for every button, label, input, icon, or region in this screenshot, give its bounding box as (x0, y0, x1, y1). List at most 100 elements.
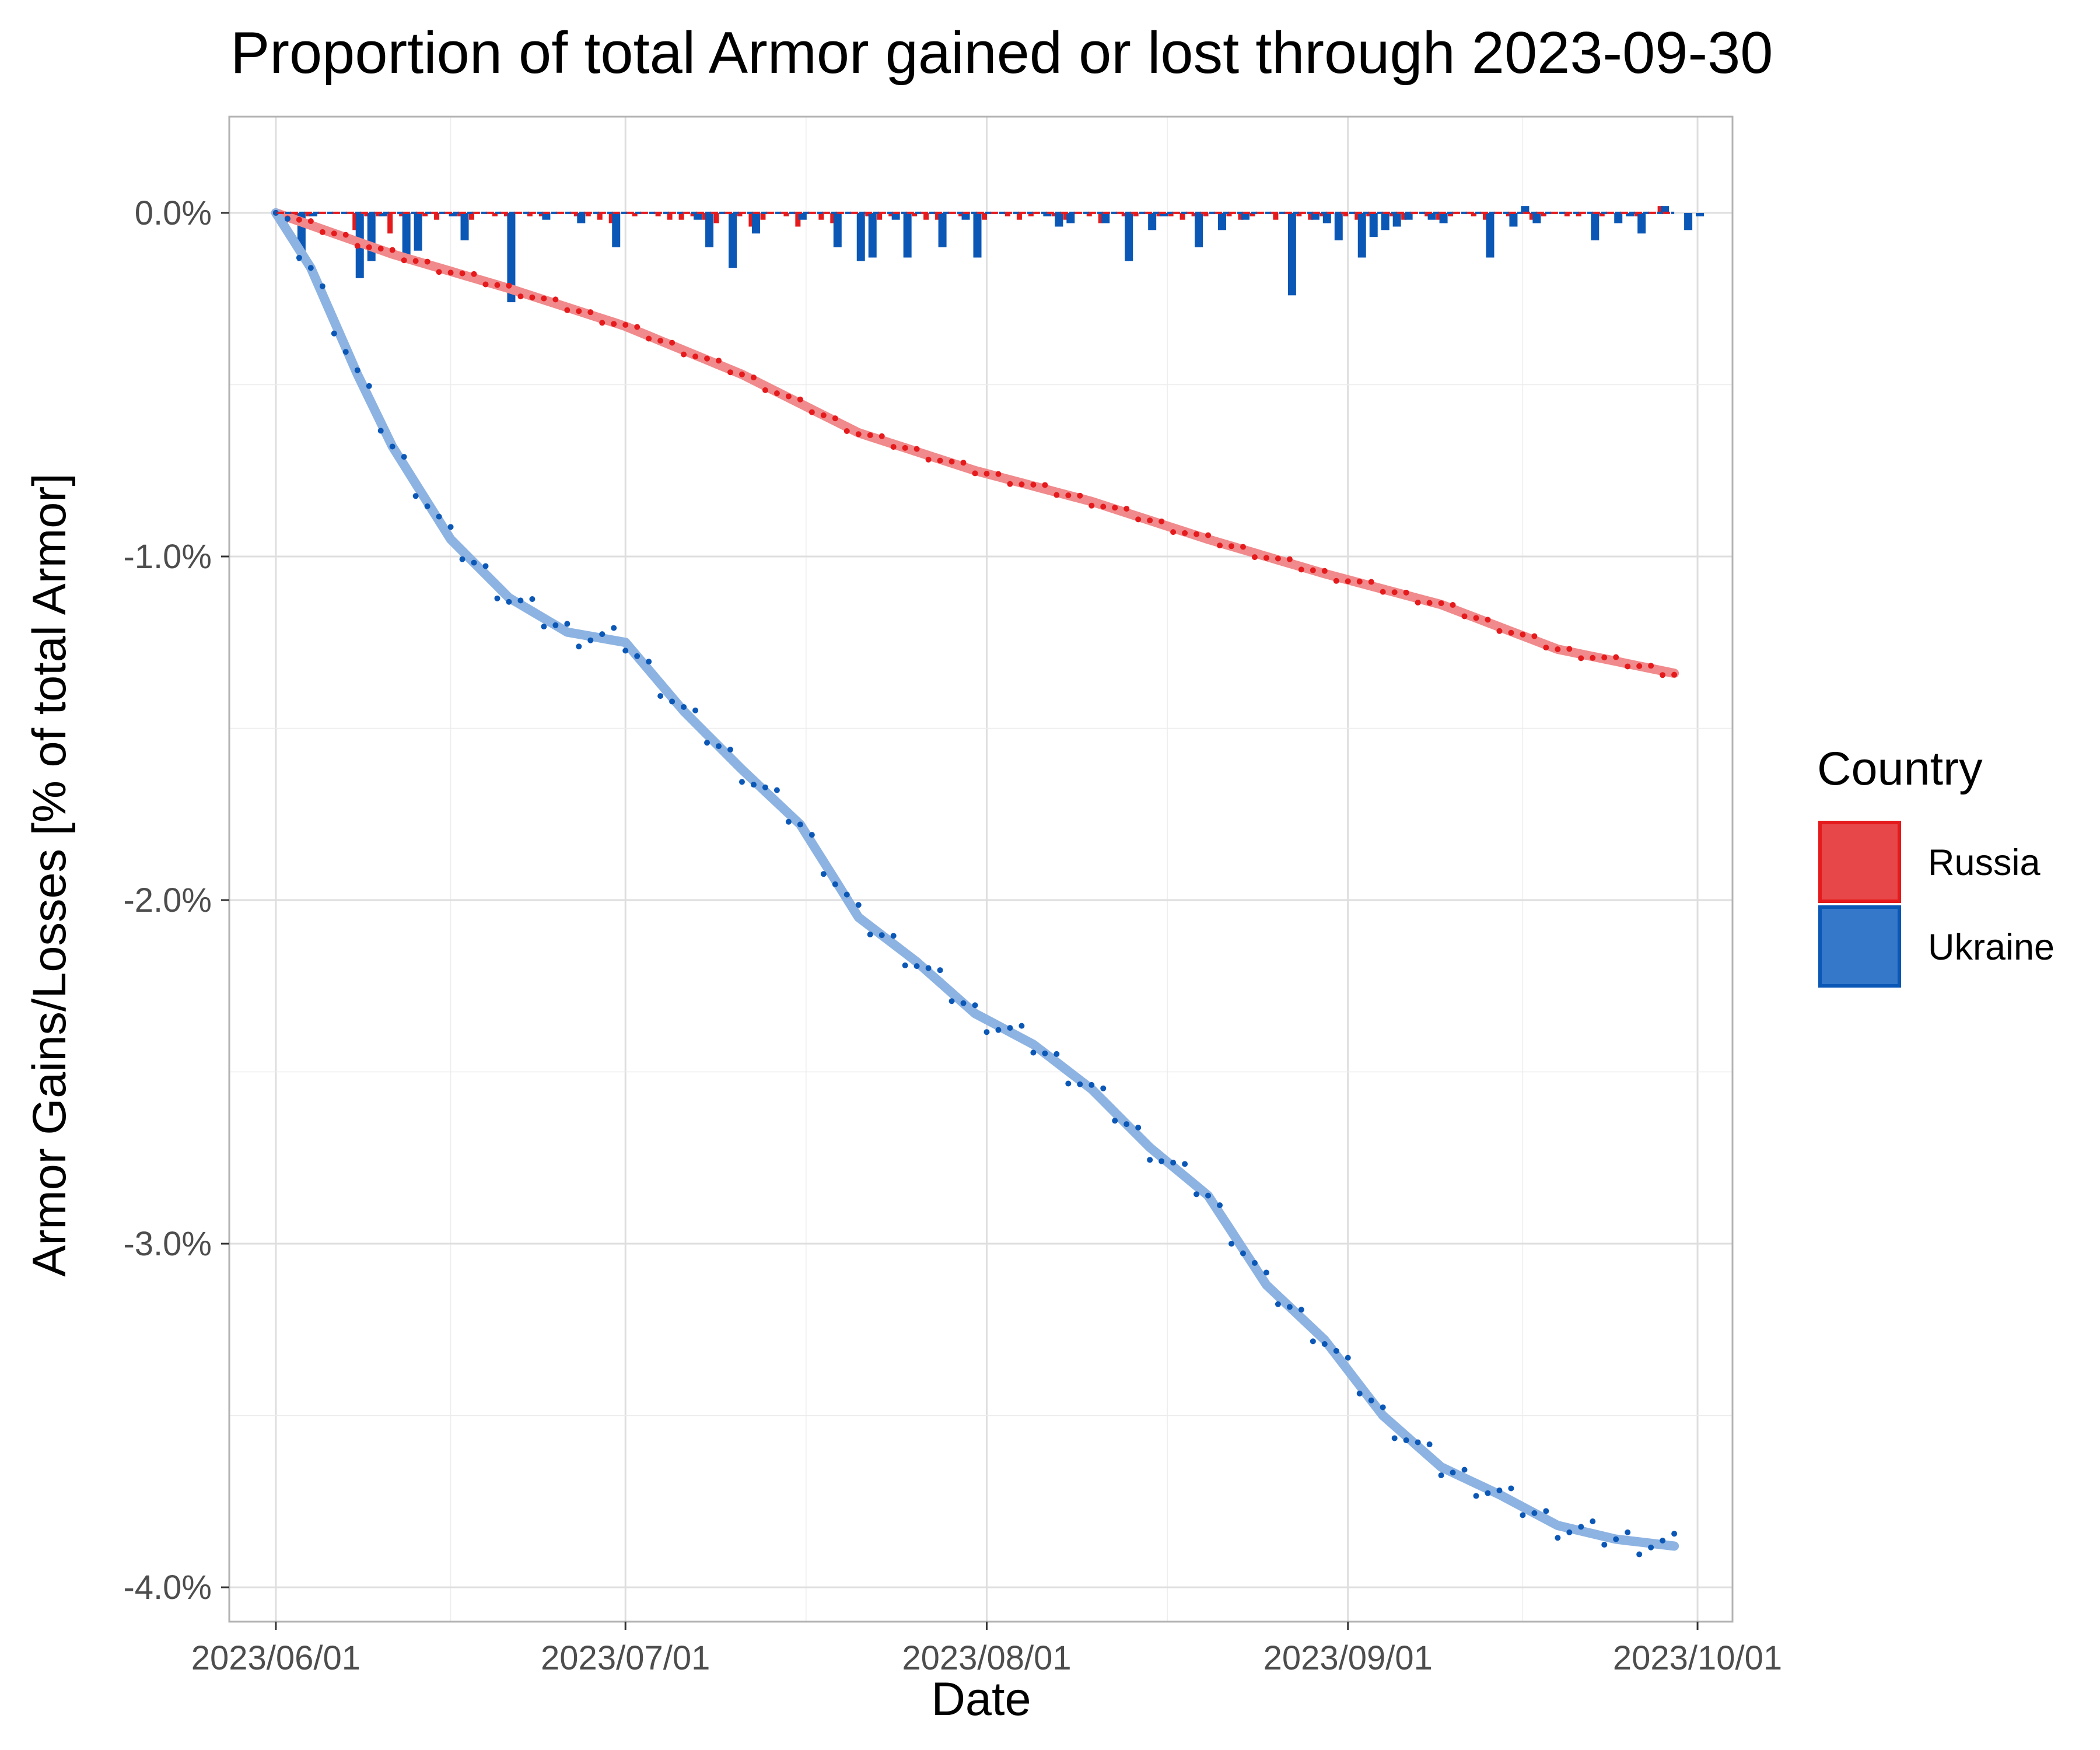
bar-ukraine-day-12 (414, 212, 422, 251)
dot-russia-day-56 (925, 456, 932, 463)
bar-russia-day-53 (888, 212, 894, 216)
bar-russia-day-99 (1424, 212, 1430, 216)
dot-ukraine-day-61 (984, 1029, 990, 1035)
dot-russia-day-4 (319, 229, 326, 235)
bar-russia-day-89 (1308, 212, 1314, 220)
dot-ukraine-day-29 (611, 625, 617, 631)
dot-russia-day-5 (331, 230, 337, 237)
dot-russia-day-46 (808, 409, 815, 415)
dot-russia-day-53 (890, 444, 897, 450)
dot-ukraine-day-73 (1124, 1121, 1130, 1128)
bar-russia-day-22 (527, 212, 533, 216)
bar-russia-day-9 (376, 212, 382, 216)
dot-ukraine-day-117 (1636, 1551, 1643, 1558)
bar-ukraine-day-68 (1066, 212, 1075, 223)
dot-russia-day-63 (1007, 481, 1013, 487)
dot-russia-day-12 (412, 258, 419, 264)
dot-russia-day-114 (1601, 654, 1608, 661)
dot-ukraine-day-99 (1426, 1441, 1433, 1448)
dot-ukraine-day-119 (1660, 1537, 1666, 1544)
dot-ukraine-day-39 (727, 747, 733, 753)
dot-ukraine-day-3 (307, 265, 314, 271)
dot-russia-day-110 (1555, 646, 1561, 653)
dot-ukraine-day-113 (1590, 1518, 1596, 1524)
dot-russia-day-98 (1415, 599, 1421, 606)
dot-ukraine-day-102 (1461, 1466, 1468, 1473)
dot-ukraine-day-17 (471, 559, 477, 566)
dot-ukraine-day-75 (1147, 1157, 1153, 1163)
dot-russia-day-23 (541, 295, 547, 302)
bar-russia-day-29 (608, 212, 614, 223)
dot-russia-day-11 (401, 257, 407, 264)
dot-russia-day-89 (1310, 567, 1316, 573)
bar-ukraine-day-97 (1404, 212, 1413, 220)
bar-russia-day-47 (818, 212, 824, 220)
bar-ukraine-day-95 (1381, 212, 1390, 230)
bar-ukraine-day-23 (542, 212, 551, 220)
dot-ukraine-day-110 (1555, 1535, 1561, 1541)
bar-russia-day-17 (469, 212, 475, 220)
dot-russia-day-58 (949, 459, 955, 465)
bar-ukraine-day-90 (1322, 212, 1331, 223)
dot-russia-day-71 (1100, 503, 1107, 510)
dot-ukraine-day-1 (284, 216, 290, 222)
dot-russia-day-66 (1042, 482, 1048, 488)
dot-ukraine-day-30 (622, 648, 629, 654)
y-tick-label: 0.0% (135, 194, 212, 232)
dot-ukraine-day-16 (459, 556, 466, 562)
bar-russia-day-73 (1121, 212, 1127, 216)
dot-russia-day-19 (494, 282, 501, 288)
dot-russia-day-16 (459, 270, 466, 276)
dot-ukraine-day-60 (972, 1002, 978, 1009)
dot-ukraine-day-4 (319, 283, 326, 289)
y-tick-label: -3.0% (123, 1225, 212, 1263)
plot-panel (229, 117, 1732, 1622)
dot-russia-day-109 (1543, 645, 1549, 651)
dot-russia-day-42 (762, 387, 768, 393)
bar-ukraine-day-117 (1637, 212, 1646, 234)
bar-russia-day-79 (1191, 212, 1197, 216)
bar-ukraine-day-71 (1101, 212, 1110, 223)
dot-ukraine-day-31 (634, 653, 640, 659)
bar-russia-day-74 (1133, 212, 1139, 216)
dot-ukraine-day-108 (1531, 1510, 1538, 1516)
dot-ukraine-day-23 (541, 624, 547, 630)
dot-russia-day-36 (692, 354, 699, 360)
dot-ukraine-day-11 (401, 454, 407, 460)
bar-ukraine-day-73 (1125, 212, 1133, 261)
bar-russia-day-35 (678, 212, 684, 220)
dot-ukraine-day-76 (1158, 1158, 1165, 1164)
dot-ukraine-day-86 (1275, 1301, 1281, 1307)
dot-russia-day-10 (389, 247, 396, 253)
dot-russia-day-76 (1158, 518, 1165, 524)
dot-russia-day-104 (1485, 617, 1491, 623)
bar-russia-day-38 (713, 212, 719, 223)
y-tick-label: -4.0% (123, 1569, 212, 1606)
bar-ukraine-day-20 (507, 212, 516, 303)
bar-ukraine-day-66 (1043, 212, 1052, 216)
bar-russia-day-7 (352, 212, 358, 230)
bar-russia-day-44 (783, 212, 789, 216)
dot-ukraine-day-35 (681, 704, 687, 710)
dot-ukraine-day-67 (1054, 1051, 1060, 1057)
dot-ukraine-day-116 (1625, 1529, 1631, 1535)
dot-ukraine-day-80 (1205, 1192, 1212, 1199)
bar-russia-day-26 (573, 212, 579, 216)
dot-ukraine-day-103 (1473, 1493, 1479, 1499)
bar-russia-day-82 (1226, 212, 1232, 216)
bar-ukraine-day-59 (961, 212, 970, 220)
dot-russia-day-79 (1194, 531, 1200, 537)
bar-russia-day-84 (1250, 212, 1255, 216)
dot-ukraine-day-101 (1450, 1469, 1456, 1476)
legend-label-ukraine: Ukraine (1928, 927, 2054, 968)
dot-russia-day-75 (1147, 517, 1153, 524)
dot-ukraine-day-37 (704, 740, 710, 746)
dot-ukraine-day-12 (412, 493, 419, 499)
bar-ukraine-day-93 (1357, 212, 1366, 258)
bar-ukraine-day-99 (1427, 212, 1436, 220)
dot-ukraine-day-83 (1240, 1250, 1246, 1256)
bar-ukraine-day-45 (798, 212, 807, 220)
dot-russia-day-115 (1613, 654, 1619, 660)
dot-russia-day-83 (1240, 544, 1246, 550)
dot-russia-day-34 (669, 340, 676, 346)
